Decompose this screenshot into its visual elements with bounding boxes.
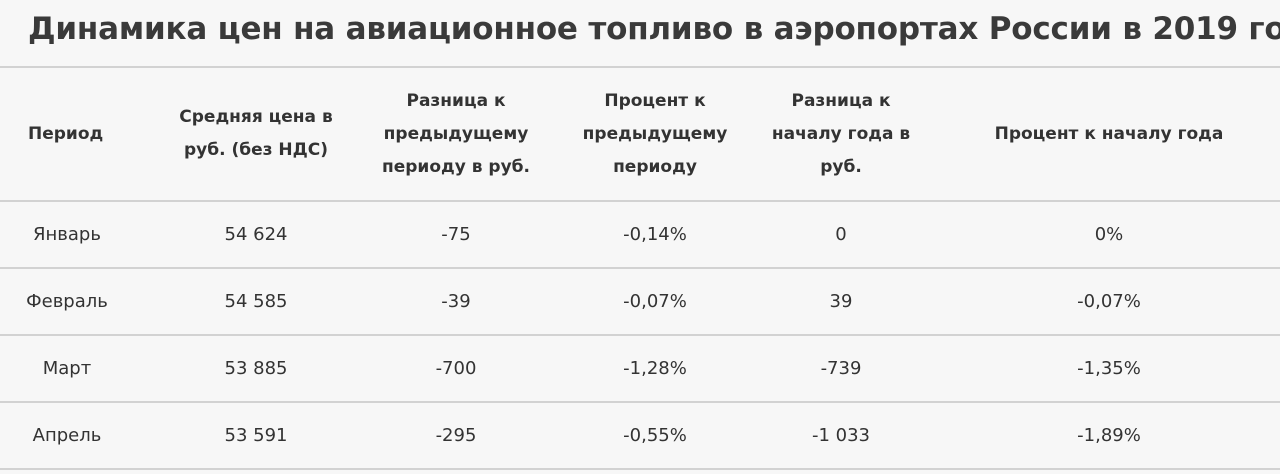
header-diff-start-rub: Разница к началу года в руб. [754, 67, 928, 201]
cell-pct-start: -1,89% [1077, 425, 1141, 446]
header-diff-start-rub-line: началу года в [771, 123, 911, 144]
cell-pct-start: 0% [1094, 224, 1124, 245]
header-avg-price: Средняя цена в руб. (без НДС) [134, 67, 354, 201]
cell-diff-start-rub: 39 [829, 291, 853, 312]
header-pct-prev: Процент к предыдущему периоду [546, 67, 754, 201]
header-diff-prev-rub-line: предыдущему [383, 123, 529, 144]
cell-pct-prev: -1,28% [623, 358, 687, 379]
cell-diff-start-rub: 0 [835, 224, 847, 245]
cell-pct-start: -0,07% [1077, 291, 1141, 312]
header-diff-start-rub-line: Разница к [791, 90, 891, 111]
header-pct-prev-line: периоду [613, 156, 697, 177]
cell-avg-price: 54 624 [224, 224, 288, 245]
cell-diff-prev-rub: -295 [435, 425, 477, 446]
cell-period: Февраль [26, 291, 108, 312]
header-row: Период Средняя цена в руб. (без НДС) Раз… [0, 67, 1280, 201]
table-row: Апрель 53 591 -295 -0,55% -1 033 -1,89% [0, 402, 1280, 469]
header-pct-start: Процент к началу года [928, 67, 1280, 201]
cell-period: Январь [33, 224, 101, 245]
header-pct-start-label: Процент к началу года [994, 123, 1224, 144]
header-diff-prev-rub-line: периоду в руб. [381, 156, 531, 177]
table-row: Март 53 885 -700 -1,28% -739 -1,35% [0, 335, 1280, 402]
cell-period: Апрель [32, 425, 102, 446]
cell-diff-prev-rub: -75 [441, 224, 471, 245]
cell-pct-start: -1,35% [1077, 358, 1141, 379]
page-title: Динамика цен на авиационное топливо в аэ… [28, 11, 1280, 47]
cell-diff-prev-rub: -700 [435, 358, 477, 379]
header-avg-price-line: руб. (без НДС) [183, 140, 329, 160]
header-period: Период [0, 67, 134, 201]
header-pct-prev-line: Процент к [604, 90, 706, 111]
cell-avg-price: 53 591 [224, 425, 288, 446]
fuel-price-table: Период Средняя цена в руб. (без НДС) Раз… [0, 66, 1280, 470]
cell-pct-prev: -0,07% [623, 291, 687, 312]
header-diff-start-rub-line: руб. [820, 156, 862, 177]
cell-period: Март [42, 358, 92, 379]
cell-pct-prev: -0,14% [623, 224, 687, 245]
cell-diff-prev-rub: -39 [441, 291, 471, 312]
table-row: Январь 54 624 -75 -0,14% 0 0% [0, 201, 1280, 268]
cell-diff-start-rub: -1 033 [811, 425, 871, 446]
table-row: Февраль 54 585 -39 -0,07% 39 -0,07% [0, 268, 1280, 335]
cell-pct-prev: -0,55% [623, 425, 687, 446]
header-diff-prev-rub-line: Разница к [406, 90, 506, 111]
cell-avg-price: 53 885 [224, 358, 288, 379]
header-diff-prev-rub: Разница к предыдущему периоду в руб. [354, 67, 546, 201]
header-pct-prev-line: предыдущему [582, 123, 728, 144]
cell-diff-start-rub: -739 [820, 358, 862, 379]
header-period-label: Период [28, 123, 104, 144]
header-avg-price-line: Средняя цена в [179, 107, 333, 127]
cell-avg-price: 54 585 [224, 291, 288, 312]
